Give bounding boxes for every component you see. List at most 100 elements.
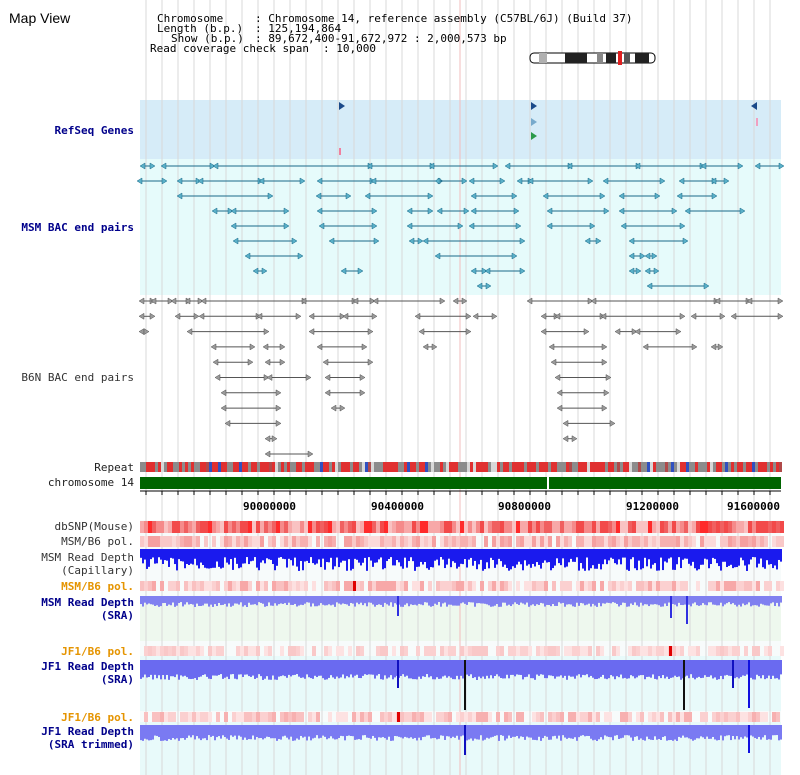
- bac-end-left: [730, 312, 737, 320]
- bac-end-right: [515, 222, 522, 230]
- bac-end-right: [601, 358, 608, 366]
- bac-end-right: [427, 192, 434, 200]
- bac-end-right: [717, 343, 724, 351]
- show-value: : 89,672,400-91,672,972 : 2,000,573 bp: [255, 32, 507, 45]
- bac-end-left: [436, 207, 443, 215]
- bac-end-left: [550, 358, 557, 366]
- bac-end-left: [264, 358, 271, 366]
- bac-end-left: [676, 192, 683, 200]
- bac-end-right: [249, 343, 256, 351]
- bac-end-right: [439, 297, 446, 305]
- track-label-msm-depth-cap[interactable]: MSM Read Depth: [41, 551, 134, 564]
- bac-end-right: [491, 312, 498, 320]
- bac-end-right: [279, 358, 286, 366]
- track-label-msm-depth-sra-sub: (SRA): [100, 609, 134, 622]
- b6n-bac-pairs[interactable]: [138, 297, 784, 458]
- track-label-dbsnp[interactable]: dbSNP(Mouse): [54, 520, 134, 533]
- bac-end-left: [324, 389, 331, 397]
- bac-end-right: [167, 297, 174, 305]
- bac-end-left: [634, 328, 641, 336]
- bac-end-left: [554, 312, 561, 320]
- bac-end-left: [562, 435, 569, 443]
- bac-end-right: [345, 192, 352, 200]
- bac-end-right: [737, 162, 744, 170]
- bac-end-right: [465, 328, 472, 336]
- msm-b6-pol-track: [140, 536, 784, 547]
- bac-end-right: [653, 267, 660, 275]
- msm-bac-pairs[interactable]: [136, 162, 785, 290]
- bac-end-left: [527, 177, 534, 185]
- bac-end-left: [418, 328, 425, 336]
- track-label-b6n-bac[interactable]: B6N BAC end pairs: [21, 371, 134, 384]
- bac-end-right: [631, 328, 638, 336]
- track-label-chromosome: chromosome 14: [47, 476, 134, 489]
- bac-end-right: [299, 177, 306, 185]
- refseq-gene-features[interactable]: [339, 102, 758, 155]
- bac-end-right: [267, 192, 274, 200]
- bac-end-left: [516, 177, 523, 185]
- track-label-refseq[interactable]: RefSeq Genes: [54, 124, 134, 137]
- grid-lines: [145, 0, 771, 775]
- jf1-read-depth-sra-track: [140, 660, 782, 710]
- bac-end-right: [671, 207, 678, 215]
- track-label-jf1-b6-pol[interactable]: JF1/B6 pol.: [61, 645, 134, 658]
- bac-end-left: [211, 207, 218, 215]
- bac-end-right: [519, 267, 526, 275]
- bac-end-left: [174, 312, 181, 320]
- track-label-msm-b6-pol[interactable]: MSM/B6 pol.: [61, 535, 134, 548]
- page-title: Map View: [9, 10, 71, 26]
- position-axis: [140, 490, 781, 495]
- bac-end-left: [472, 312, 479, 320]
- bac-end-right: [778, 162, 785, 170]
- bac-end-left: [366, 162, 373, 170]
- bac-end-right: [461, 177, 468, 185]
- bac-end-right: [465, 312, 472, 320]
- bac-end-right: [739, 207, 746, 215]
- track-label-msm-b6-pol-2[interactable]: MSM/B6 pol.: [61, 580, 134, 593]
- bac-end-right: [457, 222, 464, 230]
- bac-end-right: [601, 404, 608, 412]
- bac-end-right: [373, 237, 380, 245]
- msm-b6-pol-track-2: [140, 581, 784, 591]
- bac-end-left: [139, 162, 146, 170]
- bac-end-left: [220, 404, 227, 412]
- track-label-jf1-b6-pol-2[interactable]: JF1/B6 pol.: [61, 711, 134, 724]
- bac-end-right: [499, 177, 506, 185]
- bac-end-right: [463, 207, 470, 215]
- bac-end-right: [635, 267, 642, 275]
- track-label-msm-depth-cap-sub: (Capillary): [61, 564, 134, 577]
- track-label-msm-depth-sra[interactable]: MSM Read Depth: [41, 596, 134, 609]
- bac-end-left: [470, 207, 477, 215]
- chromosome-ideogram[interactable]: [529, 51, 656, 65]
- axis-tick-label: 91200000: [626, 500, 679, 513]
- bac-end-right: [161, 177, 168, 185]
- bac-end-right: [263, 374, 270, 381]
- bac-end-right: [589, 222, 596, 230]
- bac-end-left: [678, 177, 685, 185]
- bac-end-left: [602, 177, 609, 185]
- bac-end-right: [511, 252, 518, 260]
- bac-end-right: [307, 450, 314, 458]
- bac-end-left: [526, 297, 533, 305]
- bac-end-left: [504, 162, 511, 170]
- track-label-jf1-depth-trim[interactable]: JF1 Read Depth: [41, 725, 134, 738]
- track-label-msm-bac[interactable]: MSM BAC end pairs: [21, 221, 134, 234]
- bac-end-left: [324, 374, 331, 381]
- bac-end-left: [548, 343, 555, 351]
- bac-end-right: [371, 222, 378, 230]
- bac-end-right: [361, 343, 368, 351]
- bac-end-left: [340, 267, 347, 275]
- bac-end-left: [184, 297, 191, 305]
- bac-end-right: [603, 389, 610, 397]
- bac-end-left: [618, 192, 625, 200]
- repeat-track: [140, 462, 782, 472]
- bac-end-right: [511, 192, 518, 200]
- track-label-jf1-depth-sra[interactable]: JF1 Read Depth: [41, 660, 134, 673]
- bac-end-left: [230, 207, 237, 215]
- bac-end-left: [212, 162, 219, 170]
- bac-end-right: [599, 192, 606, 200]
- length-label: Length (b.p.): [157, 22, 244, 35]
- bac-end-right: [719, 312, 726, 320]
- bac-end-right: [275, 404, 282, 412]
